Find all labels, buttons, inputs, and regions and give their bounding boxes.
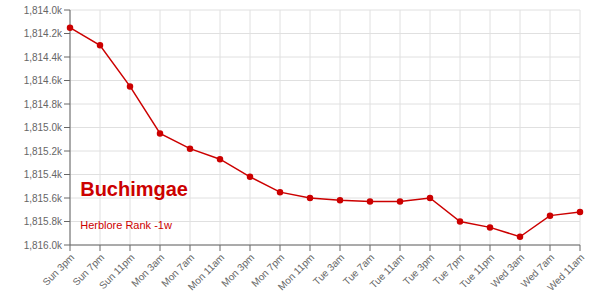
svg-text:Sun 11pm: Sun 11pm — [97, 252, 136, 291]
svg-text:Wed 11am: Wed 11am — [545, 252, 586, 293]
svg-text:Mon 11pm: Mon 11pm — [276, 252, 317, 293]
svg-text:1,814.6k: 1,814.6k — [24, 75, 63, 86]
svg-text:Mon 11am: Mon 11am — [186, 252, 227, 293]
svg-text:1,814.0k: 1,814.0k — [24, 5, 63, 16]
svg-text:1,815.0k: 1,815.0k — [24, 122, 63, 133]
html-text:Buchimgae: Buchimgae — [80, 177, 188, 200]
svg-text:1,816.0k: 1,816.0k — [24, 240, 63, 251]
svg-text:1,815.8k: 1,815.8k — [24, 216, 63, 227]
svg-text:Tue 3pm: Tue 3pm — [401, 252, 436, 287]
svg-text:Tue 7am: Tue 7am — [341, 251, 377, 288]
svg-text:Mon 7am: Mon 7am — [159, 251, 197, 289]
svg-text:1,814.2k: 1,814.2k — [24, 28, 63, 39]
svg-text:Sun 3pm: Sun 3pm — [40, 252, 76, 288]
svg-text:Wed 7am: Wed 7am — [518, 251, 557, 290]
svg-text:Tue 3am: Tue 3am — [311, 252, 346, 287]
svg-text:Tue 11am: Tue 11am — [368, 252, 407, 291]
svg-text:1,814.4k: 1,814.4k — [24, 52, 63, 63]
svg-text:1,814.8k: 1,814.8k — [24, 99, 63, 110]
svg-text:Mon 3am: Mon 3am — [129, 251, 167, 289]
svg-text:Tue 7pm: Tue 7pm — [431, 251, 467, 288]
svg-text:1,815.4k: 1,815.4k — [24, 169, 63, 180]
svg-text:Sun 7pm: Sun 7pm — [70, 251, 107, 288]
svg-text:Tue 11pm: Tue 11pm — [457, 251, 497, 291]
svg-text:1,815.6k: 1,815.6k — [24, 193, 63, 204]
html-text:Herblore Rank -1w: Herblore Rank -1w — [80, 219, 172, 232]
svg-text:1,815.2k: 1,815.2k — [24, 146, 63, 157]
svg-text:Wed 3am: Wed 3am — [488, 251, 527, 290]
svg-text:Mon 7pm: Mon 7pm — [249, 251, 287, 289]
svg-text:Mon 3pm: Mon 3pm — [219, 251, 257, 289]
